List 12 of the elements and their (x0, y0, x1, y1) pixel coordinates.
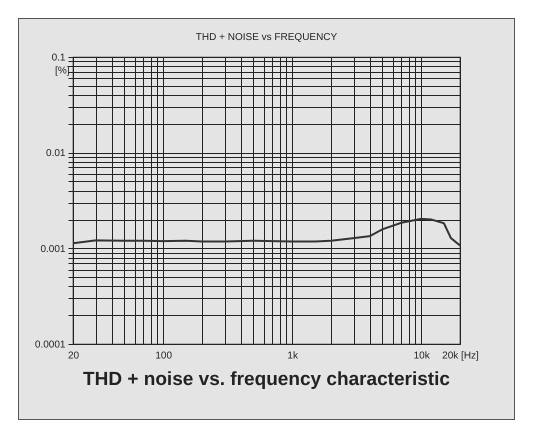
x-tick-label: 20 (68, 350, 80, 362)
chart-title: THD + NOISE vs FREQUENCY (196, 32, 338, 43)
x-tick-label: 100 (155, 350, 172, 362)
text: THD + noise vs. frequency characteristic (82, 369, 451, 391)
x-tick-label: 10k (414, 350, 431, 362)
y-axis-title: [%] (55, 66, 70, 76)
x-tick-label: 20k [Hz] (442, 350, 480, 362)
y-tick-label: 0.001 (40, 244, 66, 255)
y-tick-label: 0.01 (46, 148, 66, 160)
y-tick-label: 0.1 (52, 52, 66, 64)
y-tick-label: 0.0001 (34, 340, 66, 350)
x-tick-label: 1k (287, 350, 299, 362)
